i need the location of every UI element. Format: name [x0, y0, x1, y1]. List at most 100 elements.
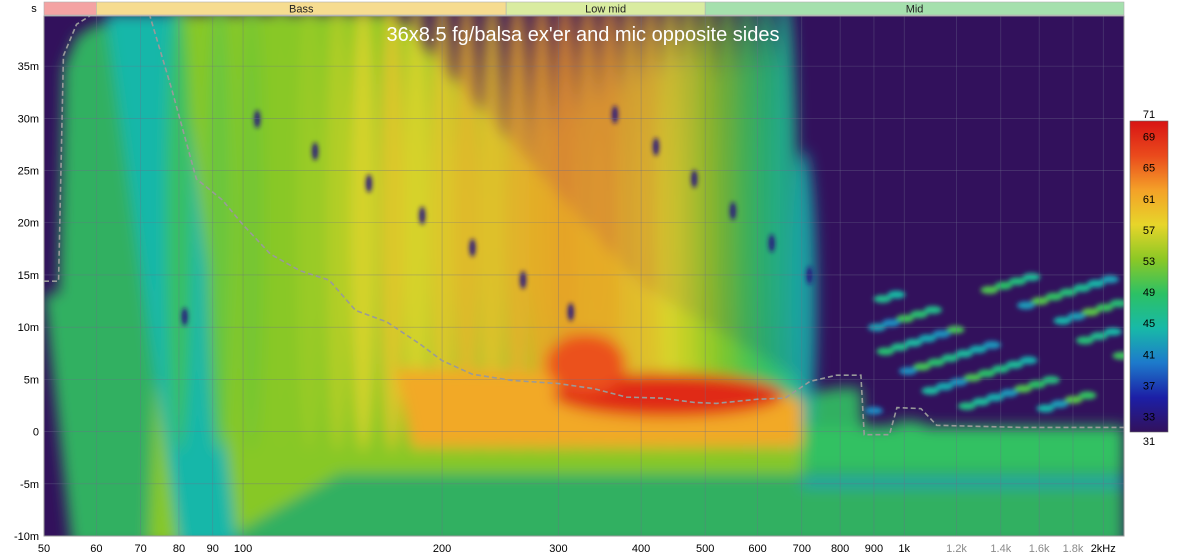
x-tick-label: 90 — [207, 543, 219, 555]
hf-speckle — [985, 393, 1004, 402]
hf-speckle — [1016, 301, 1035, 310]
hf-speckle — [935, 382, 954, 391]
x-tick-label: 300 — [549, 543, 567, 555]
x-tick-label: 1.2k — [946, 543, 967, 555]
onset-band — [801, 426, 1124, 469]
resonance-ridge — [504, 16, 531, 452]
decay-envelope-line — [44, 16, 1124, 436]
hf-speckle — [1086, 279, 1105, 288]
hf-speckle — [1019, 356, 1038, 365]
hf-speckle — [971, 397, 990, 406]
resonance-ridge — [714, 16, 740, 452]
y-tick-label: 5m — [24, 374, 39, 386]
colorbar-label: 57 — [1143, 225, 1155, 237]
x-tick-label: 1.8k — [1063, 543, 1084, 555]
y-tick-label: 20m — [18, 218, 39, 230]
hf-speckle — [1030, 297, 1049, 306]
x-tick-label: 800 — [831, 543, 849, 555]
y-axis-ticks: 35m 30m 25m 20m 15m 10m 5m 0 -5m -10m — [14, 61, 39, 543]
hf-speckle — [968, 345, 987, 354]
band-label: Bass — [289, 4, 314, 16]
x-tick-label: 1.6k — [1029, 543, 1050, 555]
hf-speckle — [940, 354, 959, 363]
hf-speckle — [898, 367, 917, 376]
x-tick-label: 60 — [90, 543, 102, 555]
resonance-ridge — [617, 16, 643, 452]
resonance-ridge — [529, 16, 555, 452]
resonance-ridge — [268, 16, 294, 452]
notch — [652, 137, 659, 156]
hf-speckle — [926, 358, 945, 367]
hf-speckle — [1036, 404, 1055, 413]
hf-speckle — [1112, 351, 1124, 360]
hf-speckle — [912, 362, 931, 371]
band-label: Mid — [906, 4, 924, 16]
resonance-ridge — [791, 150, 817, 452]
hf-speckle — [1067, 312, 1086, 321]
resonance-ridge — [637, 16, 663, 452]
hf-speckle — [904, 338, 923, 347]
hf-speckle — [982, 340, 1001, 349]
x-tick-label: 1k — [898, 543, 910, 555]
colorbar-label: 49 — [1143, 287, 1155, 299]
hf-speckle — [1064, 395, 1083, 404]
resonance-ridge — [675, 16, 702, 452]
notch — [567, 303, 574, 322]
heatmap-layer — [44, 16, 1124, 536]
resonance-ridge — [479, 16, 505, 452]
colorbar-label: 71 — [1143, 109, 1155, 121]
y-unit-label: s — [31, 3, 37, 15]
y-tick-label: 30m — [18, 113, 39, 125]
colorbar-label: 61 — [1143, 194, 1155, 206]
hf-speckle — [921, 386, 940, 395]
hf-speckle — [1081, 308, 1100, 317]
onset-band — [801, 478, 1124, 487]
colorbar-label: 65 — [1143, 163, 1155, 175]
hf-speckle — [1053, 316, 1072, 325]
hf-speckle — [909, 310, 928, 319]
resonance-ridge — [772, 16, 798, 452]
x-tick-label: 1.4k — [990, 543, 1011, 555]
hf-speckle — [1109, 299, 1124, 308]
hf-speckle — [1041, 376, 1060, 385]
chart-title: 36x8.5 fg/balsa ex'er and mic opposite s… — [387, 24, 780, 46]
hf-speckle — [1044, 292, 1063, 301]
resonance-ridge — [454, 16, 480, 452]
notch — [312, 142, 319, 161]
notch — [691, 169, 698, 188]
notch — [181, 307, 188, 326]
colorbar-label: 31 — [1143, 436, 1155, 448]
band-segment — [43, 1, 97, 16]
hf-speckle — [1078, 391, 1097, 400]
peak-region — [545, 333, 626, 394]
colorbar-label: 33 — [1143, 411, 1155, 423]
x-tick-label: 500 — [696, 543, 714, 555]
x-tick-label: 600 — [748, 543, 766, 555]
notch — [806, 266, 813, 285]
notch — [419, 206, 426, 225]
hf-speckle — [1058, 288, 1077, 297]
hf-speckle — [980, 286, 999, 295]
plot-frame — [43, 15, 1125, 537]
resonance-ridge — [296, 16, 323, 452]
x-tick-label: 2kHz — [1091, 543, 1116, 555]
x-tick-label: 100 — [234, 543, 252, 555]
hf-speckle — [1095, 303, 1114, 312]
colorbar-label: 53 — [1143, 256, 1155, 268]
hf-speckle — [1027, 380, 1046, 389]
hf-speckle — [977, 369, 996, 378]
notch — [520, 270, 527, 289]
x-axis-ticks: 50 60 70 80 90 100 200 300 400 500 600 700 800 900 1k 1… — [38, 543, 1116, 555]
hf-speckle — [1075, 336, 1094, 345]
resonance-ridge — [350, 16, 376, 452]
resonance-ridge — [734, 16, 760, 452]
hf-speckle — [1013, 384, 1032, 393]
hf-speckle — [957, 402, 976, 411]
hf-speckle — [994, 281, 1013, 290]
x-tick-label: 700 — [793, 543, 811, 555]
y-tick-label: -10m — [14, 531, 39, 543]
x-tick-label: 400 — [632, 543, 650, 555]
resonance-ridge — [238, 16, 265, 452]
notch — [469, 238, 476, 257]
